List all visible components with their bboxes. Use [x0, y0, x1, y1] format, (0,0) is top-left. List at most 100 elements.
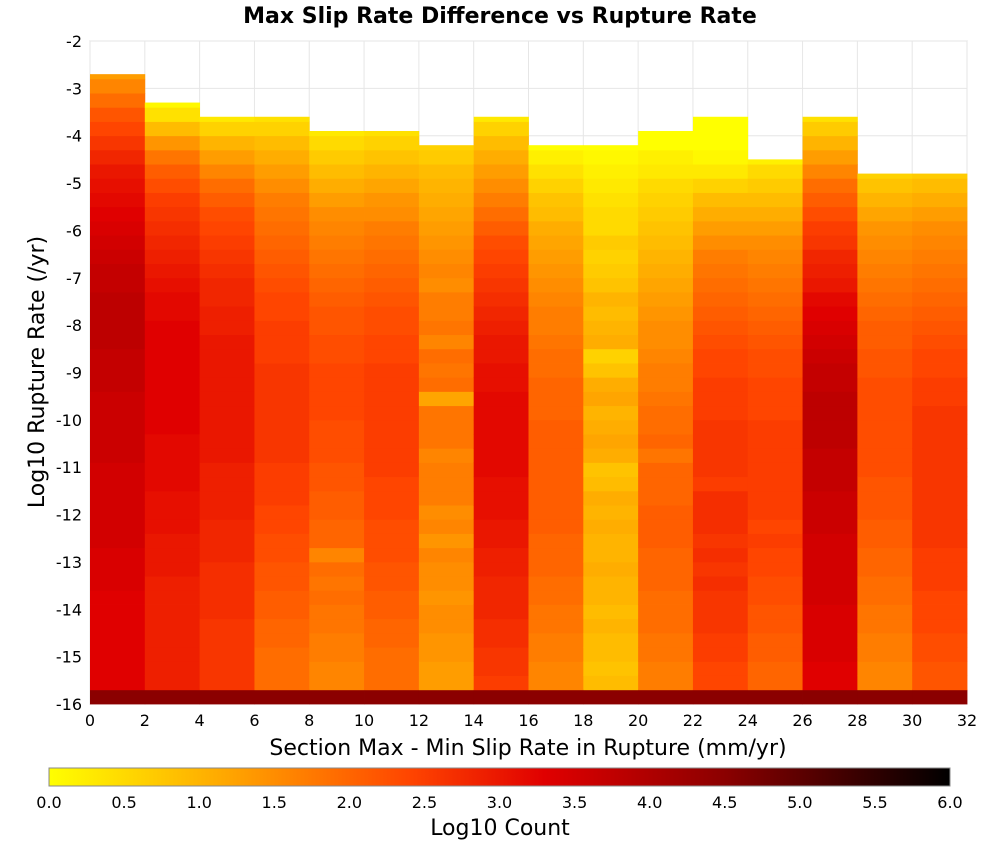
colorbar-tick-label: 4.5	[712, 793, 737, 812]
heatmap-cell	[254, 434, 310, 449]
heatmap-cell	[747, 306, 803, 321]
heatmap-cell	[528, 448, 584, 463]
heatmap-cell	[912, 490, 968, 506]
heatmap-cell	[309, 178, 365, 193]
heatmap-cell	[583, 505, 639, 520]
heatmap-cell	[583, 533, 639, 549]
heatmap-cell	[857, 391, 913, 407]
heatmap-cell	[857, 173, 913, 179]
heatmap-cell	[254, 547, 310, 563]
heatmap-cell	[473, 405, 529, 421]
heatmap-cell	[254, 306, 310, 321]
heatmap-cell	[583, 547, 639, 563]
heatmap-cell	[254, 121, 310, 137]
heatmap-cell	[857, 277, 913, 293]
heatmap-cell	[912, 462, 968, 478]
colorbar-tick-label: 2.0	[337, 793, 362, 812]
heatmap-cell	[473, 505, 529, 520]
heatmap-cell	[364, 263, 420, 279]
heatmap-cell	[692, 320, 749, 336]
heatmap-cell	[418, 178, 475, 193]
heatmap-cell	[583, 675, 639, 691]
heatmap-cell	[90, 334, 146, 350]
heatmap-cell	[802, 618, 858, 634]
heatmap-cell	[473, 434, 529, 449]
heatmap-cell	[309, 149, 365, 165]
colorbar-tick-label: 1.0	[186, 793, 211, 812]
heatmap-cell	[144, 235, 201, 250]
heatmap-cell	[90, 164, 146, 179]
heatmap-cell	[473, 490, 529, 506]
heatmap-cell	[199, 135, 255, 151]
heatmap-cell	[473, 689, 529, 705]
heatmap-cell	[692, 220, 749, 236]
heatmap-cell	[309, 661, 365, 676]
heatmap-cell	[199, 291, 255, 307]
colorbar-tick-label: 3.5	[562, 793, 587, 812]
heatmap-cell	[802, 164, 858, 179]
heatmap-cell	[747, 618, 803, 634]
heatmap-cell	[254, 377, 310, 392]
heatmap-cell	[638, 490, 694, 506]
heatmap-cell	[692, 178, 749, 193]
heatmap-cell	[309, 192, 365, 208]
heatmap-cell	[473, 576, 529, 591]
heatmap-cell	[473, 618, 529, 634]
heatmap-cell	[364, 149, 420, 165]
heatmap-cell	[583, 235, 639, 250]
heatmap-cell	[528, 149, 584, 165]
heatmap-cell	[199, 334, 255, 350]
heatmap-cell	[199, 149, 255, 165]
heatmap-cell	[747, 277, 803, 293]
heatmap-cell	[857, 576, 913, 591]
y-axis-label: Log10 Rupture Rate (/yr)	[25, 236, 50, 508]
heatmap-cell	[912, 235, 968, 250]
heatmap-cell	[583, 462, 639, 478]
colorbar-tick-label: 0.5	[111, 793, 136, 812]
heatmap-cell	[802, 220, 858, 236]
heatmap-cell	[364, 348, 420, 364]
heatmap-cell	[90, 419, 146, 435]
heatmap-cell	[254, 164, 310, 179]
heatmap-cell	[802, 576, 858, 591]
heatmap-cell	[418, 533, 475, 549]
heatmap-cell	[747, 405, 803, 421]
heatmap-cell	[364, 405, 420, 421]
heatmap-cell	[418, 576, 475, 591]
heatmap-cell	[912, 661, 968, 676]
heatmap-cell	[528, 178, 584, 193]
heatmap-cell	[747, 164, 803, 179]
heatmap-cell	[638, 135, 694, 151]
heatmap-cell	[418, 377, 475, 392]
heatmap-cell	[199, 320, 255, 336]
heatmap-cell	[802, 391, 858, 407]
heatmap-cell	[747, 632, 803, 648]
heatmap-cell	[90, 519, 146, 534]
heatmap-cell	[692, 505, 749, 520]
heatmap-cell	[90, 675, 146, 691]
heatmap-cell	[144, 377, 201, 392]
heatmap-cell	[199, 249, 255, 264]
heatmap-cell	[144, 576, 201, 591]
heatmap-cell	[802, 178, 858, 193]
heatmap-cell	[144, 102, 201, 108]
heatmap-cell	[473, 235, 529, 250]
heatmap-cell	[473, 164, 529, 179]
heatmap-cell	[418, 462, 475, 478]
heatmap-cell	[583, 192, 639, 208]
heatmap-cell	[144, 419, 201, 435]
heatmap-cell	[90, 121, 146, 137]
heatmap-cell	[802, 235, 858, 250]
heatmap-cell	[692, 263, 749, 279]
heatmap-cell	[638, 363, 694, 378]
y-tick-label: -6	[66, 221, 82, 240]
heatmap-cell	[747, 689, 803, 705]
heatmap-cell	[638, 419, 694, 435]
heatmap-cell	[364, 363, 420, 378]
heatmap-cell	[638, 263, 694, 279]
heatmap-cell	[912, 405, 968, 421]
heatmap-cell	[692, 490, 749, 506]
heatmap-cell	[364, 206, 420, 222]
heatmap-cell	[254, 135, 310, 151]
heatmap-cell	[90, 561, 146, 577]
